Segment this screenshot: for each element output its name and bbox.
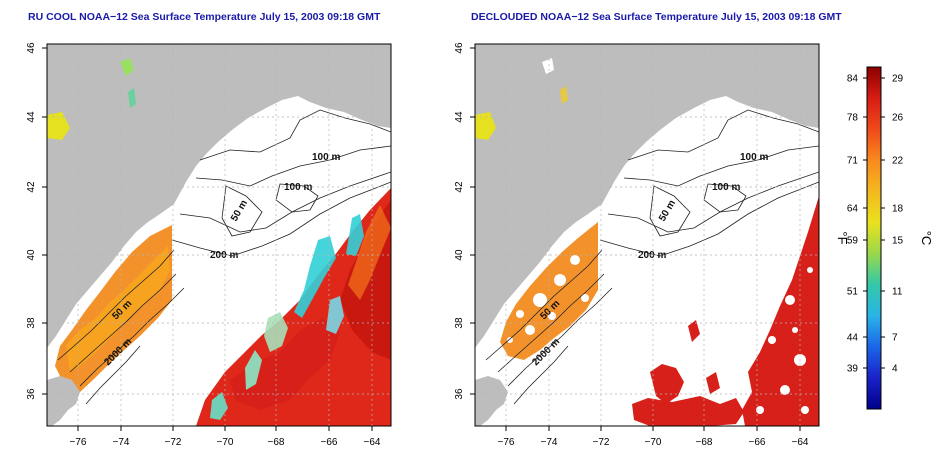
colorbar-tick-label-c: 26 bbox=[892, 113, 904, 124]
colorbar-tick-label-c: 15 bbox=[892, 236, 904, 247]
colorbar-ticks: 84 29 78 26 71 22 64 18 59 15 51 11 44 7 39 4 bbox=[847, 74, 904, 375]
x-tick-label: −76 bbox=[70, 437, 87, 448]
x-tick-label: −76 bbox=[498, 437, 515, 448]
colorbar-tick-label-f: 51 bbox=[847, 287, 859, 298]
colorbar-tick-label-f: 78 bbox=[847, 113, 859, 124]
x-tick-label: −72 bbox=[593, 437, 610, 448]
map-left-grid bbox=[47, 44, 391, 426]
map-right-frame bbox=[474, 43, 820, 427]
x-tick-label: −68 bbox=[696, 437, 713, 448]
colorbar-celsius-label: °C bbox=[919, 231, 934, 246]
x-tick-label: −72 bbox=[165, 437, 182, 448]
y-tick-label: 44 bbox=[454, 111, 465, 123]
y-tick-label: 38 bbox=[26, 317, 37, 329]
y-tick-label: 42 bbox=[26, 181, 37, 193]
land bbox=[475, 44, 819, 426]
sst-warm-region bbox=[196, 188, 391, 426]
x-tick-label: −64 bbox=[792, 437, 809, 448]
colorbar-tick-label-c: 29 bbox=[892, 74, 904, 85]
map-right-axes: −76 −74 −72 −70 −68 −66 −64 36 38 40 42 44 46 bbox=[454, 42, 809, 448]
map-right-grid bbox=[475, 44, 819, 426]
sst-coastal-gaps bbox=[507, 255, 589, 343]
colorbar-gradient bbox=[866, 66, 882, 410]
svg-text:100 m: 100 m bbox=[312, 152, 340, 163]
colorbar-tick-label-c: 4 bbox=[892, 364, 898, 375]
x-tick-label: −70 bbox=[217, 437, 234, 448]
map-right: 100 m 100 m 50 m 200 m 50 m 2000 m bbox=[475, 44, 819, 426]
bathymetry-contours bbox=[57, 109, 391, 405]
colorbar-tick-label-c: 22 bbox=[892, 156, 904, 167]
colorbar-tick-label-c: 18 bbox=[892, 204, 904, 215]
map-left-title: RU COOL NOAA−12 Sea Surface Temperature … bbox=[28, 11, 381, 23]
svg-text:200 m: 200 m bbox=[210, 250, 238, 261]
cloud-streaks bbox=[210, 214, 364, 420]
svg-text:100 m: 100 m bbox=[284, 182, 312, 193]
colorbar-tick-label-f: 71 bbox=[847, 156, 859, 167]
colorbar-fahrenheit-label: °F bbox=[835, 231, 850, 244]
sst-patch-north bbox=[47, 112, 70, 140]
x-tick-label: −64 bbox=[364, 437, 381, 448]
land bbox=[47, 44, 391, 426]
map-left-axes: −76 −74 −72 −70 −68 −66 −64 36 38 40 42 44 46 bbox=[26, 42, 381, 448]
svg-text:100 m: 100 m bbox=[740, 152, 768, 163]
sst-warm-region bbox=[632, 196, 819, 426]
sst-gaps bbox=[756, 267, 813, 414]
colorbar-tick-label-c: 11 bbox=[892, 287, 903, 298]
svg-text:100 m: 100 m bbox=[712, 182, 740, 193]
x-tick-label: −66 bbox=[749, 437, 766, 448]
colorbar: 84 29 78 26 71 22 64 18 59 15 51 11 44 7 39 4 °F °C bbox=[835, 66, 934, 410]
svg-text:200 m: 200 m bbox=[638, 250, 666, 261]
colorbar-tick-label-f: 59 bbox=[847, 236, 859, 247]
x-tick-label: −68 bbox=[268, 437, 285, 448]
y-tick-label: 38 bbox=[454, 317, 465, 329]
map-left: 100 m 100 m 50 m 200 m 50 m 2000 m bbox=[47, 44, 391, 426]
x-tick-label: −74 bbox=[541, 437, 558, 448]
colorbar-tick-label-f: 39 bbox=[847, 364, 859, 375]
y-tick-label: 40 bbox=[454, 249, 465, 261]
y-tick-label: 40 bbox=[26, 249, 37, 261]
y-tick-label: 42 bbox=[454, 181, 465, 193]
bathymetry-contours bbox=[485, 109, 819, 405]
colorbar-tick-label-c: 7 bbox=[892, 333, 898, 344]
y-tick-label: 36 bbox=[454, 388, 465, 400]
y-tick-label: 44 bbox=[26, 111, 37, 123]
y-tick-label: 46 bbox=[26, 42, 37, 54]
x-tick-label: −66 bbox=[321, 437, 338, 448]
colorbar-tick-label-f: 84 bbox=[847, 74, 859, 85]
x-tick-label: −70 bbox=[645, 437, 662, 448]
map-left-frame bbox=[46, 43, 392, 427]
x-tick-label: −74 bbox=[113, 437, 130, 448]
sst-patch-north bbox=[475, 112, 496, 140]
colorbar-tick-label-f: 44 bbox=[847, 333, 859, 344]
y-tick-label: 46 bbox=[454, 42, 465, 54]
colorbar-tick-label-f: 64 bbox=[847, 204, 859, 215]
y-tick-label: 36 bbox=[26, 388, 37, 400]
map-right-title: DECLOUDED NOAA−12 Sea Surface Temperatur… bbox=[471, 11, 842, 23]
